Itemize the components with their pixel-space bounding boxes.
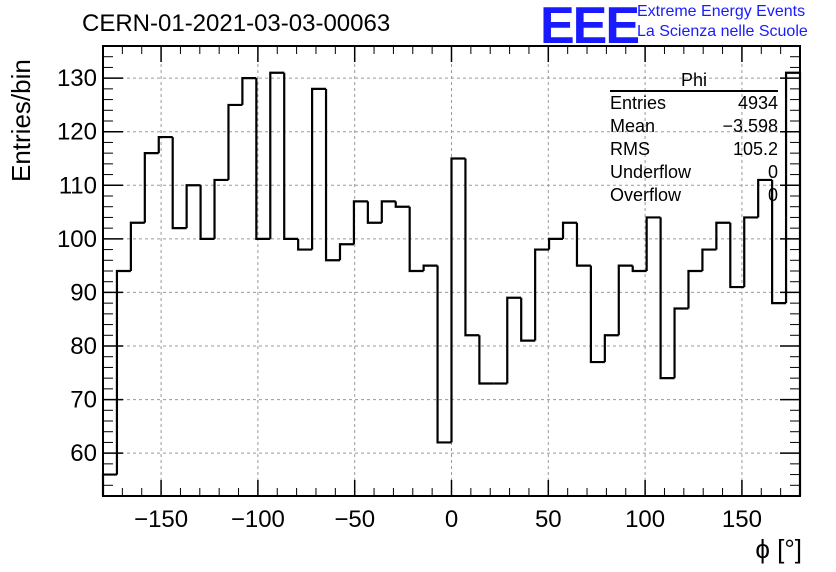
- histogram-bin: [575, 222, 591, 267]
- histogram-bin: [422, 264, 438, 271]
- histogram-bin: [743, 216, 759, 288]
- histogram-bin: [701, 248, 717, 271]
- stats-row: Entries 4934: [610, 92, 778, 115]
- histogram-bin: [366, 201, 382, 224]
- histogram-bin: [506, 296, 522, 384]
- histogram-bin: [436, 265, 452, 444]
- histogram-bin: [199, 185, 215, 240]
- stats-label: Overflow: [610, 185, 682, 205]
- histogram-bin: [115, 269, 131, 475]
- y-tick-label: 110: [59, 172, 97, 199]
- histogram-bin: [617, 264, 633, 336]
- stats-value: 0: [767, 162, 778, 182]
- y-tick-label: 60: [70, 440, 97, 467]
- stats-label: Underflow: [610, 162, 692, 182]
- histogram-bin: [603, 334, 619, 363]
- y-tick-label: 70: [70, 387, 97, 414]
- histogram-bin: [338, 243, 354, 261]
- stats-label: Mean: [610, 116, 656, 136]
- y-tick-label: 80: [70, 333, 97, 360]
- chart-title: CERN-01-2021-03-03-00063: [82, 10, 391, 37]
- stats-row: Overflow 0: [610, 184, 778, 207]
- y-tick-label: 90: [70, 279, 97, 306]
- histogram-bin: [589, 265, 605, 364]
- y-tick-label: 120: [57, 119, 97, 146]
- histogram-bin: [673, 307, 689, 379]
- histogram-bin: [352, 200, 368, 245]
- y-tick-label: 130: [57, 65, 97, 92]
- histogram-bin: [645, 216, 661, 271]
- histogram-bin: [715, 221, 731, 250]
- histogram-bin: [408, 206, 424, 273]
- logo-caption-line2: La Scienza nelle Scuole: [637, 23, 808, 40]
- histogram-bin: [561, 221, 577, 239]
- histogram-bin: [185, 184, 201, 229]
- histogram-bin: [450, 157, 466, 443]
- x-tick-label: 0: [445, 506, 458, 533]
- histogram-bin: [171, 137, 187, 230]
- stats-row: RMS 105.2: [610, 138, 778, 161]
- stats-value: 4934: [737, 93, 778, 113]
- y-axis-label: Entries/bin: [6, 59, 36, 182]
- histogram-bin: [520, 297, 536, 342]
- stats-title: Phi: [610, 70, 778, 92]
- histogram-bin: [757, 178, 773, 218]
- stats-label: RMS: [610, 139, 650, 159]
- histogram-bin: [478, 335, 494, 385]
- histogram-bin: [464, 158, 480, 337]
- histogram-bin: [241, 77, 257, 105]
- x-axis-label: ϕ [°]: [755, 534, 802, 564]
- histogram-bin: [227, 103, 243, 180]
- histogram-bin: [297, 238, 313, 251]
- x-tick-label: −150: [134, 506, 188, 533]
- histogram-bin: [659, 217, 675, 380]
- histogram-bin: [631, 265, 647, 273]
- histogram-bin: [311, 87, 327, 250]
- stats-value: 0: [767, 185, 778, 205]
- histogram-bin: [784, 71, 802, 496]
- histogram-bin: [394, 201, 410, 208]
- histogram-bin: [269, 71, 285, 239]
- histogram-bin: [687, 269, 703, 309]
- histogram-bin: [729, 222, 745, 289]
- stats-value: −3.598: [722, 116, 778, 136]
- histogram-bin: [534, 248, 550, 341]
- axis-ticks: [103, 46, 800, 496]
- tick-labels: −150 −100 −50 0 50 100 150 60 70 80 90 100 110 120 130: [57, 65, 762, 533]
- histogram-bin: [380, 200, 396, 223]
- x-tick-label: −100: [231, 506, 285, 533]
- histogram-bin: [129, 221, 145, 271]
- y-tick-label: 100: [57, 226, 97, 253]
- stats-label: Entries: [610, 93, 667, 113]
- histogram-bin: [213, 178, 229, 239]
- x-tick-label: 50: [535, 506, 562, 533]
- x-tick-label: 150: [722, 506, 762, 533]
- histogram-bin: [771, 179, 787, 305]
- histogram-bin: [547, 237, 564, 250]
- histogram-bin: [157, 135, 173, 154]
- histogram-bin: [143, 152, 159, 223]
- stats-value: 105.2: [732, 139, 778, 159]
- x-tick-label: −50: [334, 506, 375, 533]
- stats-row: Underflow 0: [610, 161, 778, 184]
- logo-caption-line1: Extreme Energy Events: [637, 3, 806, 20]
- histogram-bin: [255, 78, 271, 240]
- x-tick-label: 100: [625, 506, 665, 533]
- stats-box: Phi Entries 4934 Mean −3.598 RMS 105.2 U…: [610, 70, 778, 207]
- histogram-bin: [324, 88, 340, 262]
- stats-row: Mean −3.598: [610, 115, 778, 138]
- histogram-bin: [283, 72, 299, 240]
- eee-logo: EEE: [540, 0, 640, 55]
